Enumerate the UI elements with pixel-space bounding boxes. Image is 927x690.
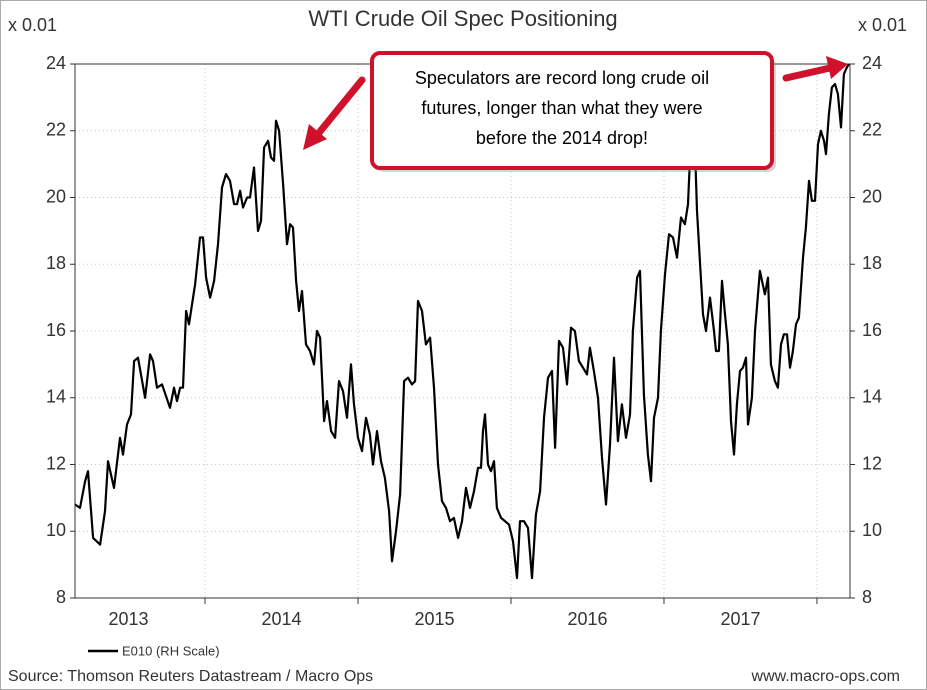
arrow-head bbox=[826, 56, 848, 79]
y2-tick-label: 18 bbox=[862, 253, 882, 273]
annotation: Speculators are record long crude oil fu… bbox=[303, 51, 848, 172]
x-tick-label: 2015 bbox=[414, 609, 454, 629]
y2-tick-label: 16 bbox=[862, 320, 882, 340]
arrow bbox=[782, 64, 834, 82]
y-tick-label: 12 bbox=[46, 453, 66, 473]
y2-tick-label: 12 bbox=[862, 453, 882, 473]
website: www.macro-ops.com bbox=[751, 668, 900, 685]
y-tick-label: 20 bbox=[46, 186, 66, 206]
y-tick-label: 16 bbox=[46, 320, 66, 340]
y-tick-label: 24 bbox=[46, 53, 66, 73]
annotation-text: Speculators are record long crude oil bbox=[415, 68, 709, 88]
data-line bbox=[74, 63, 850, 580]
y2-tick-label: 22 bbox=[862, 120, 882, 140]
y2-tick-label: 8 bbox=[862, 587, 872, 607]
y2-tick-label: 10 bbox=[862, 520, 882, 540]
arrow-head bbox=[303, 124, 327, 150]
y-tick-label: 22 bbox=[46, 120, 66, 140]
y2-unit-label: x 0.01 bbox=[858, 15, 907, 35]
y2-tick-label: 14 bbox=[862, 387, 882, 407]
chart-title: WTI Crude Oil Spec Positioning bbox=[308, 6, 617, 31]
x-tick-label: 2013 bbox=[109, 609, 149, 629]
y-tick-label: 18 bbox=[46, 253, 66, 273]
y-tick-label: 14 bbox=[46, 387, 66, 407]
arrow bbox=[314, 76, 366, 138]
annotation-text: before the 2014 drop! bbox=[476, 128, 648, 148]
x-tick-label: 2014 bbox=[262, 609, 302, 629]
y2-tick-label: 24 bbox=[862, 53, 882, 73]
x-tick-label: 2016 bbox=[567, 609, 607, 629]
plot bbox=[74, 63, 850, 580]
annotation-box bbox=[370, 51, 774, 170]
annotation-text: futures, longer than what they were bbox=[421, 98, 702, 118]
y-tick-label: 8 bbox=[56, 587, 66, 607]
y-tick-label: 10 bbox=[46, 520, 66, 540]
y2-tick-label: 20 bbox=[862, 186, 882, 206]
legend-label: E010 (RH Scale) bbox=[122, 643, 220, 658]
source: Source: Thomson Reuters Datastream / Mac… bbox=[8, 668, 373, 685]
x-tick-label: 2017 bbox=[720, 609, 760, 629]
y-unit-label: x 0.01 bbox=[8, 15, 57, 35]
